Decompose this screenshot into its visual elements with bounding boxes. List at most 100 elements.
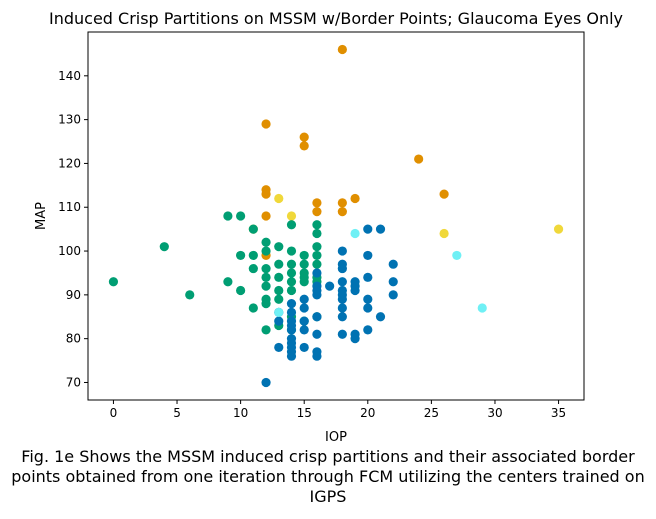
chart-title: Induced Crisp Partitions on MSSM w/Borde… xyxy=(49,9,623,28)
x-tick-label: 20 xyxy=(360,406,375,420)
y-tick-label: 130 xyxy=(58,113,81,127)
scatter-point xyxy=(261,263,271,274)
scatter-point xyxy=(274,294,284,304)
x-axis-label: IOP xyxy=(325,430,347,445)
x-tick-label: 25 xyxy=(424,406,439,420)
scatter-point xyxy=(312,290,322,300)
scatter-point xyxy=(312,268,322,278)
y-tick-label: 120 xyxy=(58,156,81,170)
scatter-point xyxy=(286,246,297,256)
scatter-point xyxy=(286,268,297,278)
scatter-point xyxy=(261,189,271,199)
scatter-point xyxy=(286,211,297,221)
scatter-point xyxy=(312,207,322,217)
y-tick-label: 80 xyxy=(66,332,81,346)
scatter-point xyxy=(337,207,347,217)
x-tick-label: 30 xyxy=(487,406,502,420)
scatter-point xyxy=(337,294,347,304)
scatter-point xyxy=(350,285,360,296)
scatter-point xyxy=(286,299,297,309)
scatter-point xyxy=(337,329,347,339)
figure-caption: Fig. 1e Shows the MSSM induced crisp par… xyxy=(11,447,645,506)
scatter-point xyxy=(299,277,309,287)
scatter-chart: Induced Crisp Partitions on MSSM w/Borde… xyxy=(34,9,623,445)
scatter-point xyxy=(274,272,284,282)
scatter-point xyxy=(261,211,271,221)
scatter-point xyxy=(236,211,246,221)
scatter-point xyxy=(274,285,284,296)
scatter-point xyxy=(363,224,373,234)
scatter-point xyxy=(452,250,462,261)
scatter-point xyxy=(375,224,386,234)
scatter-point xyxy=(299,325,309,335)
scatter-point xyxy=(261,281,271,291)
scatter-point xyxy=(108,277,119,287)
scatter-point xyxy=(299,303,309,313)
scatter-point xyxy=(274,193,284,204)
scatter-point xyxy=(236,285,246,296)
scatter-point xyxy=(337,303,347,313)
scatter-point xyxy=(223,277,233,287)
scatter-point xyxy=(312,351,322,361)
y-tick-label: 90 xyxy=(66,288,81,302)
scatter-point xyxy=(375,312,386,322)
scatter-point xyxy=(299,259,309,269)
y-tick-label: 110 xyxy=(58,200,81,214)
scatter-point xyxy=(439,228,449,239)
scatter-point xyxy=(363,294,373,304)
scatter-point xyxy=(248,263,258,274)
scatter-point xyxy=(248,303,258,313)
scatter-point xyxy=(261,299,271,309)
y-tick-label: 70 xyxy=(66,375,81,389)
scatter-point xyxy=(286,220,297,230)
scatter-point xyxy=(274,259,284,269)
x-tick-label: 10 xyxy=(233,406,248,420)
scatter-point xyxy=(388,277,398,287)
scatter-point xyxy=(312,329,322,339)
scatter-point xyxy=(350,193,360,204)
scatter-point xyxy=(312,259,322,269)
y-axis-ticks: 70 80 90 100 110 120 130 140 xyxy=(58,69,88,389)
scatter-point xyxy=(337,44,347,55)
scatter-point xyxy=(363,325,373,335)
data-points xyxy=(108,44,564,388)
scatter-point xyxy=(261,119,271,129)
scatter-point xyxy=(439,189,449,199)
scatter-point xyxy=(185,290,195,300)
y-tick-label: 140 xyxy=(58,69,81,83)
scatter-point xyxy=(274,316,284,326)
scatter-point xyxy=(286,307,297,317)
scatter-point xyxy=(261,272,271,282)
x-tick-label: 0 xyxy=(110,406,118,420)
scatter-point xyxy=(477,303,487,313)
x-axis-ticks: 0 5 10 15 20 25 30 35 xyxy=(110,400,566,420)
scatter-point xyxy=(299,316,309,326)
scatter-point xyxy=(299,132,309,142)
scatter-point xyxy=(312,198,322,208)
scatter-point xyxy=(350,228,360,239)
scatter-point xyxy=(363,272,373,282)
scatter-point xyxy=(312,242,322,252)
scatter-point xyxy=(286,351,297,361)
y-tick-label: 100 xyxy=(58,244,81,258)
scatter-point xyxy=(261,325,271,335)
scatter-point xyxy=(337,246,347,256)
scatter-point xyxy=(363,250,373,261)
scatter-point xyxy=(312,312,322,322)
scatter-point xyxy=(286,277,297,287)
scatter-point xyxy=(248,250,258,261)
scatter-point xyxy=(350,334,360,344)
scatter-point xyxy=(299,294,309,304)
x-tick-label: 5 xyxy=(173,406,181,420)
scatter-point xyxy=(261,237,271,247)
scatter-point xyxy=(236,250,246,261)
scatter-point xyxy=(312,220,322,230)
scatter-point xyxy=(299,342,309,353)
scatter-point xyxy=(337,312,347,322)
scatter-point xyxy=(274,242,284,252)
scatter-point xyxy=(274,342,284,353)
scatter-point xyxy=(363,303,373,313)
scatter-point xyxy=(337,198,347,208)
scatter-point xyxy=(286,259,297,269)
scatter-point xyxy=(274,307,284,317)
